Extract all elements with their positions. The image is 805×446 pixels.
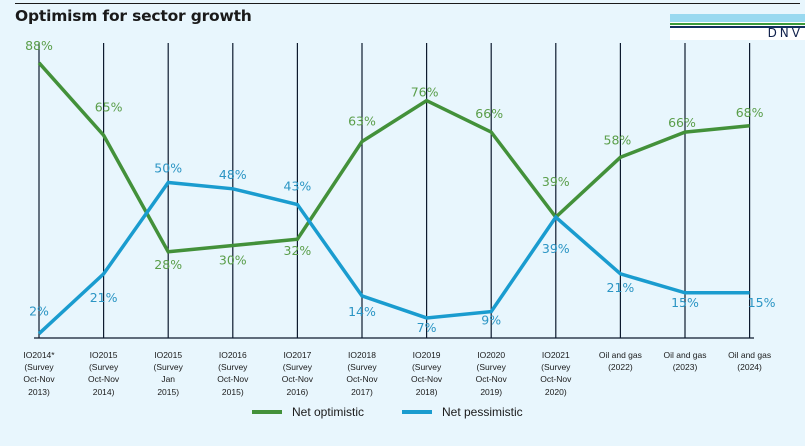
x-tick-label: IO2021 (Survey Oct-Nov 2020) (540, 350, 572, 397)
logo-band-light (670, 14, 805, 22)
x-tick-label: Oil and gas (2023) (663, 350, 707, 373)
x-tick-label: IO2019 (Survey Oct-Nov 2018) (411, 350, 443, 397)
data-label-optimistic: 66% (668, 115, 696, 130)
data-label-optimistic: 28% (154, 257, 182, 272)
data-label-optimistic: 68% (736, 105, 764, 120)
data-label-pessimistic: 15% (748, 295, 776, 310)
top-rule (15, 3, 800, 4)
legend-label-optimistic: Net optimistic (292, 405, 365, 419)
legend-label-pessimistic: Net pessimistic (442, 405, 523, 419)
data-label-optimistic: 88% (25, 38, 53, 53)
legend-swatch-optimistic (252, 410, 282, 414)
data-label-pessimistic: 2% (29, 304, 49, 319)
data-label-pessimistic: 9% (481, 313, 501, 328)
x-tick-label: Oil and gas (2024) (728, 350, 772, 373)
data-label-pessimistic: 21% (90, 290, 118, 305)
x-tick-label: IO2017 (Survey Oct-Nov 2016) (281, 350, 313, 397)
data-label-optimistic: 58% (604, 132, 632, 147)
x-tick-label: IO2020 (Survey Oct-Nov 2019) (475, 350, 507, 397)
data-label-optimistic: 65% (95, 99, 123, 114)
data-label-optimistic: 30% (219, 253, 247, 268)
data-label-optimistic: 32% (284, 243, 312, 258)
logo-text: DNV (767, 26, 803, 40)
data-label-pessimistic: 39% (542, 241, 570, 256)
data-label-pessimistic: 43% (284, 179, 312, 194)
legend-swatch-pessimistic (402, 410, 432, 414)
x-tick-label: IO2015 (Survey Oct-Nov 2014) (88, 350, 120, 397)
data-label-optimistic: 39% (542, 174, 570, 189)
data-label-pessimistic: 7% (417, 320, 437, 335)
x-tick-label: IO2015 (Survey Jan 2015) (153, 350, 183, 397)
legend-item-pessimistic: Net pessimistic (402, 405, 523, 419)
legend-item-optimistic: Net optimistic (252, 405, 364, 419)
data-label-pessimistic: 21% (607, 280, 635, 295)
x-tick-label: IO2016 (Survey Oct-Nov 2015) (217, 350, 249, 397)
data-label-optimistic: 63% (348, 114, 376, 129)
series-line-optimistic (37, 61, 750, 254)
series-line-pessimistic (37, 180, 750, 335)
x-tick-label: IO2018 (Survey Oct-Nov 2017) (346, 350, 378, 397)
x-tick-label: Oil and gas (2022) (598, 350, 642, 373)
logo-band-green (670, 23, 805, 25)
logo-band-navy (670, 26, 805, 28)
chart-title: Optimism for sector growth (15, 7, 252, 25)
data-label-pessimistic: 50% (154, 161, 182, 176)
dnv-logo: DNV (670, 14, 805, 40)
x-tick-label: IO2014* (Survey Oct-Nov 2013) (23, 350, 55, 397)
data-label-pessimistic: 15% (671, 295, 699, 310)
data-label-optimistic: 66% (475, 106, 503, 121)
data-label-optimistic: 76% (411, 85, 439, 100)
data-label-pessimistic: 14% (348, 304, 376, 319)
data-label-pessimistic: 48% (219, 167, 247, 182)
